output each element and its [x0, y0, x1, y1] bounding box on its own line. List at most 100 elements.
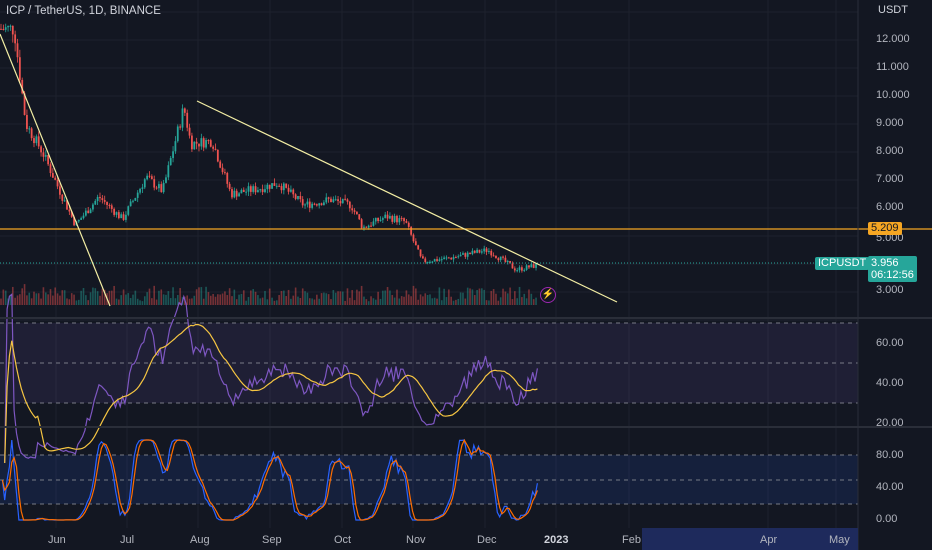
- candle-body: [356, 211, 358, 215]
- volume-bar: [372, 298, 375, 305]
- candle-body: [431, 261, 434, 263]
- candle-body: [396, 215, 398, 223]
- candle-body: [447, 257, 450, 259]
- stoch-axis-label: 80.00: [876, 449, 904, 461]
- candle-body: [466, 252, 469, 257]
- volume-bar: [2, 289, 5, 305]
- time-axis-label: Oct: [334, 534, 352, 546]
- volume-bar: [162, 294, 165, 305]
- rsi-axis-label: 60.00: [876, 337, 904, 349]
- volume-bar: [235, 299, 238, 305]
- axis-currency-label[interactable]: USDT: [878, 4, 908, 16]
- candle-body: [40, 146, 42, 153]
- price-axis-label: 5.000: [876, 232, 904, 244]
- volume-bar: [353, 300, 356, 305]
- trendline-steep: [0, 33, 111, 307]
- volume-bar: [77, 299, 80, 305]
- volume-bar: [96, 291, 99, 305]
- candle-body: [400, 218, 403, 220]
- candle-body: [476, 249, 479, 253]
- volume-bar: [497, 300, 500, 305]
- candle-body: [502, 256, 504, 258]
- candle-body: [167, 165, 170, 178]
- candle-body: [89, 209, 92, 214]
- candle-body: [99, 196, 101, 199]
- candle-body: [214, 148, 217, 150]
- volume-bar: [407, 294, 410, 305]
- volume-bar: [382, 290, 384, 305]
- candle-body: [59, 186, 61, 195]
- candle-body: [464, 253, 467, 257]
- candle-body: [528, 265, 530, 268]
- candle-body: [535, 263, 537, 268]
- candle-body: [311, 203, 314, 208]
- volume-bar: [122, 289, 125, 305]
- candle-body: [398, 218, 401, 223]
- price-axis-label: 10.000: [876, 89, 910, 101]
- candle-body: [150, 176, 153, 180]
- candle-body: [63, 200, 66, 202]
- candle-body: [410, 226, 413, 235]
- candle-body: [209, 140, 212, 147]
- candle-body: [407, 222, 410, 227]
- volume-bar: [377, 291, 379, 305]
- candle-body: [195, 141, 198, 144]
- volume-bar: [370, 296, 372, 305]
- candle-body: [478, 249, 481, 253]
- grid-lines: [0, 0, 858, 528]
- volume-bar: [365, 299, 368, 305]
- stoch-d-line: [1, 438, 538, 521]
- candle-body: [393, 215, 396, 222]
- volume-bar: [70, 293, 73, 305]
- volume-bar: [478, 288, 481, 305]
- volume-bar: [379, 298, 382, 305]
- candle-body: [301, 199, 304, 206]
- volume-bar: [499, 297, 502, 305]
- price-axis-label: 9.000: [876, 117, 904, 129]
- volume-bar: [4, 290, 7, 305]
- candle-body: [268, 184, 271, 189]
- volume-bar: [417, 299, 419, 305]
- candle-body: [106, 201, 108, 205]
- candle-body: [23, 93, 26, 115]
- last-price-value: 3.956: [871, 257, 899, 269]
- candle-body: [103, 200, 106, 202]
- volume-bar: [247, 297, 250, 305]
- volume-bar: [99, 295, 101, 305]
- trendline-descending: [196, 100, 618, 303]
- volume-bar: [337, 291, 339, 305]
- volume-bar: [193, 295, 196, 305]
- volume-bar: [273, 300, 276, 305]
- volume-bar: [436, 298, 438, 305]
- volume-bar: [221, 293, 224, 305]
- volume-bar: [318, 298, 320, 305]
- volume-bar: [504, 291, 507, 305]
- price-axis-label: 11.000: [876, 61, 909, 73]
- volume-bar: [358, 291, 361, 305]
- volume-bar: [30, 298, 33, 305]
- volume-bar: [61, 290, 64, 305]
- volume-bar: [492, 289, 495, 305]
- lightning-icon[interactable]: ⚡: [540, 287, 556, 303]
- volume-bar: [452, 300, 455, 305]
- volume-bar: [127, 293, 130, 305]
- time-axis-label: May: [829, 534, 850, 546]
- time-range-highlight: [642, 528, 858, 550]
- candle-body: [186, 112, 189, 128]
- volume-bar: [21, 288, 24, 305]
- volume-bar: [113, 285, 115, 305]
- candle-body: [92, 204, 94, 210]
- candle-body: [360, 219, 363, 228]
- volume-bar: [334, 292, 337, 305]
- volume-bar: [287, 289, 290, 305]
- candle-body: [346, 199, 349, 202]
- volume-bar: [73, 294, 75, 305]
- volume-bar: [511, 299, 514, 305]
- candle-body: [532, 264, 535, 268]
- volume-bar: [516, 298, 518, 305]
- volume-bar: [530, 293, 533, 305]
- candle-body: [257, 190, 259, 193]
- candle-body: [377, 217, 380, 222]
- volume-bar: [525, 298, 528, 305]
